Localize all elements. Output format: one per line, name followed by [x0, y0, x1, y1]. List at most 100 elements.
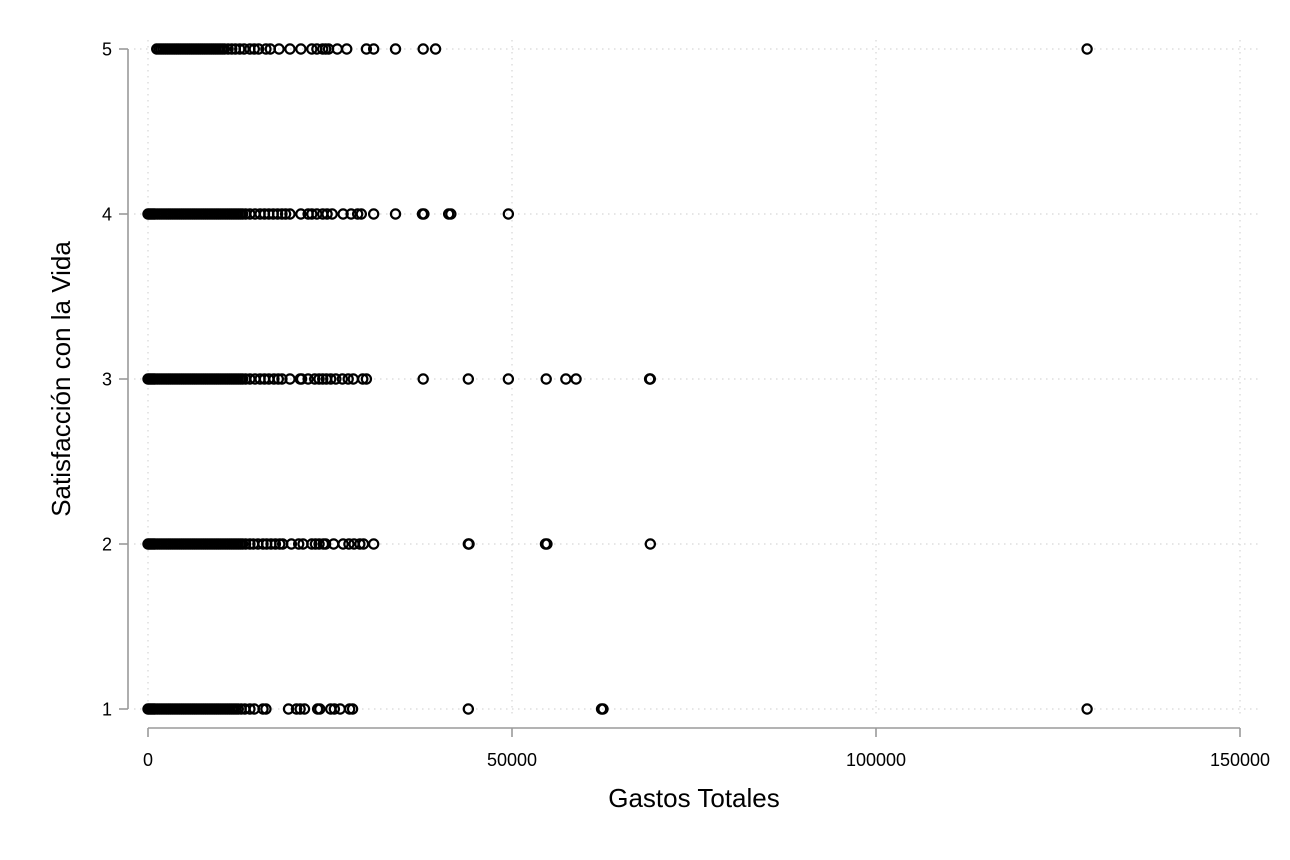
data-point	[540, 373, 552, 385]
data-point	[336, 373, 349, 385]
data-point	[597, 703, 609, 715]
data-point	[252, 43, 265, 55]
data-point	[222, 43, 234, 55]
data-point	[502, 373, 515, 385]
data-point	[244, 703, 256, 715]
data-point	[272, 373, 285, 385]
data-point	[273, 43, 285, 55]
data-point	[260, 703, 272, 715]
data-point	[342, 373, 354, 385]
data-point	[218, 43, 231, 55]
data-point	[354, 538, 366, 550]
data-point	[295, 373, 308, 385]
axes	[127, 49, 1240, 729]
data-point	[429, 43, 442, 55]
data-point	[309, 373, 321, 385]
data-point	[279, 208, 292, 220]
data-point	[313, 538, 325, 550]
data-point	[330, 373, 342, 385]
data-point	[367, 43, 380, 55]
data-point	[257, 538, 269, 550]
data-point	[360, 43, 373, 55]
data-points	[142, 43, 1093, 715]
data-point	[319, 538, 332, 550]
y-tick-label-4: 5	[102, 40, 112, 60]
grid-lines	[134, 40, 1262, 718]
data-point	[1081, 43, 1093, 55]
data-point	[334, 703, 346, 715]
data-point	[284, 43, 296, 55]
x-tick-label-2: 100000	[846, 750, 906, 770]
x-tick-label-0: 0	[143, 750, 153, 770]
y-tick-label-0: 1	[102, 700, 112, 720]
data-point	[290, 703, 303, 715]
data-point	[294, 703, 306, 715]
y-tick-label-3: 4	[102, 205, 112, 225]
data-point	[346, 703, 359, 715]
data-point	[239, 538, 252, 550]
data-point	[325, 373, 337, 385]
data-point	[418, 208, 430, 220]
data-point	[298, 703, 311, 715]
data-point	[360, 373, 373, 385]
data-point	[417, 373, 429, 385]
data-point	[248, 43, 260, 55]
data-point	[271, 208, 284, 220]
data-point	[541, 538, 553, 550]
data-point	[389, 208, 402, 220]
data-point	[292, 538, 305, 550]
data-point	[367, 538, 380, 550]
data-point	[417, 43, 429, 55]
data-point	[321, 208, 333, 220]
data-point	[367, 208, 380, 220]
data-point	[302, 373, 314, 385]
data-point	[276, 373, 288, 385]
x-tick-label-3: 150000	[1210, 750, 1270, 770]
y-tick-label-1: 2	[102, 535, 112, 555]
data-point	[463, 538, 475, 550]
data-point	[306, 208, 318, 220]
data-point	[502, 208, 515, 220]
data-point	[343, 538, 355, 550]
data-point	[560, 373, 572, 385]
data-point	[313, 373, 325, 385]
data-point	[328, 703, 341, 715]
data-point	[314, 703, 326, 715]
data-point	[445, 208, 457, 220]
data-point	[341, 43, 353, 55]
data-point	[355, 208, 368, 220]
data-point	[644, 373, 657, 385]
data-point	[462, 703, 475, 715]
data-point	[351, 208, 364, 220]
data-point	[337, 538, 349, 550]
data-point	[269, 538, 282, 550]
y-tick-label-2: 3	[102, 370, 112, 390]
data-point	[282, 703, 295, 715]
data-point	[1081, 703, 1093, 715]
data-point	[244, 538, 256, 550]
data-point	[570, 373, 582, 385]
data-point	[357, 373, 369, 385]
data-point	[260, 43, 272, 55]
y-axis-title: Satisfacción con la Vida	[46, 241, 76, 517]
data-point	[284, 208, 296, 220]
data-point	[295, 43, 307, 55]
tick-marks	[119, 48, 1241, 737]
data-point	[337, 208, 349, 220]
data-point	[389, 43, 402, 55]
data-point	[268, 373, 280, 385]
data-point	[317, 373, 329, 385]
tick-labels: 1 2 3 4 5 0 50000 100000 150000	[102, 40, 1270, 771]
data-point	[306, 43, 318, 55]
data-point	[276, 208, 288, 220]
data-point	[462, 373, 475, 385]
data-point	[295, 208, 307, 220]
x-axis-title: Gastos Totales	[608, 783, 780, 813]
x-tick-label-1: 50000	[487, 750, 537, 770]
data-point	[326, 208, 338, 220]
data-point	[285, 538, 298, 550]
data-point	[306, 538, 318, 550]
data-point	[644, 538, 657, 550]
data-point	[226, 43, 238, 55]
